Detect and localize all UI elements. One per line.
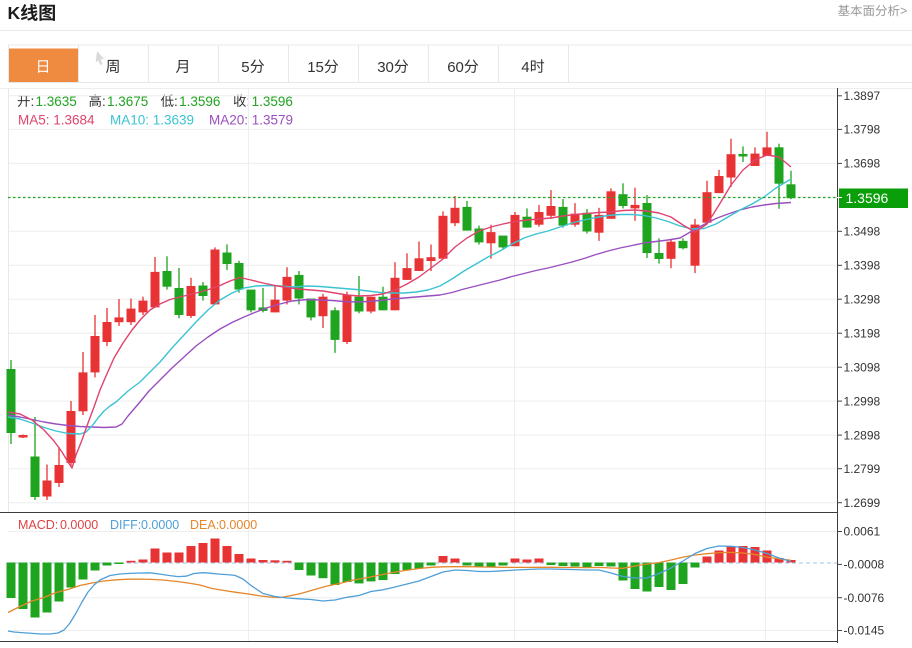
svg-text:1.2799: 1.2799 (844, 462, 881, 476)
svg-text:1.3298: 1.3298 (844, 292, 881, 306)
svg-text:-0.0145: -0.0145 (844, 624, 885, 638)
svg-text::: : (31, 94, 35, 109)
svg-text:1.3596: 1.3596 (179, 94, 220, 109)
svg-text:>: > (900, 4, 907, 18)
svg-text:1.3198: 1.3198 (844, 326, 881, 340)
svg-text:5: 5 (241, 59, 249, 76)
svg-text:0.0000: 0.0000 (219, 518, 257, 532)
svg-text:1.3635: 1.3635 (36, 94, 77, 109)
svg-text:1.3675: 1.3675 (107, 94, 148, 109)
svg-text:0.0000: 0.0000 (141, 518, 179, 532)
svg-text::: : (174, 94, 178, 109)
svg-text:1.3398: 1.3398 (844, 259, 881, 273)
svg-text:MA20: 1.3579: MA20: 1.3579 (209, 113, 293, 128)
svg-text:15: 15 (307, 59, 324, 76)
svg-text:1.2898: 1.2898 (844, 428, 881, 442)
svg-text:1.3596: 1.3596 (252, 94, 293, 109)
svg-text:4: 4 (521, 59, 529, 76)
svg-text:K: K (8, 3, 21, 23)
svg-text:60: 60 (447, 59, 464, 76)
svg-text:DIFF:: DIFF: (110, 518, 141, 532)
svg-text:0.0061: 0.0061 (844, 525, 881, 539)
svg-text:1.3596: 1.3596 (846, 190, 889, 206)
svg-text:MA5: 1.3684: MA5: 1.3684 (18, 113, 95, 128)
svg-text:1.3798: 1.3798 (844, 123, 881, 137)
svg-text:DEA:: DEA: (190, 518, 219, 532)
svg-text:MACD:: MACD: (18, 518, 58, 532)
svg-text:1.2699: 1.2699 (844, 496, 881, 510)
svg-text:1.3498: 1.3498 (844, 225, 881, 239)
svg-text:1.3897: 1.3897 (844, 89, 881, 103)
svg-text:-0.0008: -0.0008 (844, 558, 885, 572)
svg-text::: : (102, 94, 106, 109)
svg-text:0.0000: 0.0000 (60, 518, 98, 532)
svg-text:1.3098: 1.3098 (844, 360, 881, 374)
svg-text:30: 30 (377, 59, 394, 76)
svg-text:-0.0076: -0.0076 (844, 591, 885, 605)
svg-text:1.3698: 1.3698 (844, 157, 881, 171)
svg-text:MA10: 1.3639: MA10: 1.3639 (110, 113, 194, 128)
svg-text:1.2998: 1.2998 (844, 394, 881, 408)
